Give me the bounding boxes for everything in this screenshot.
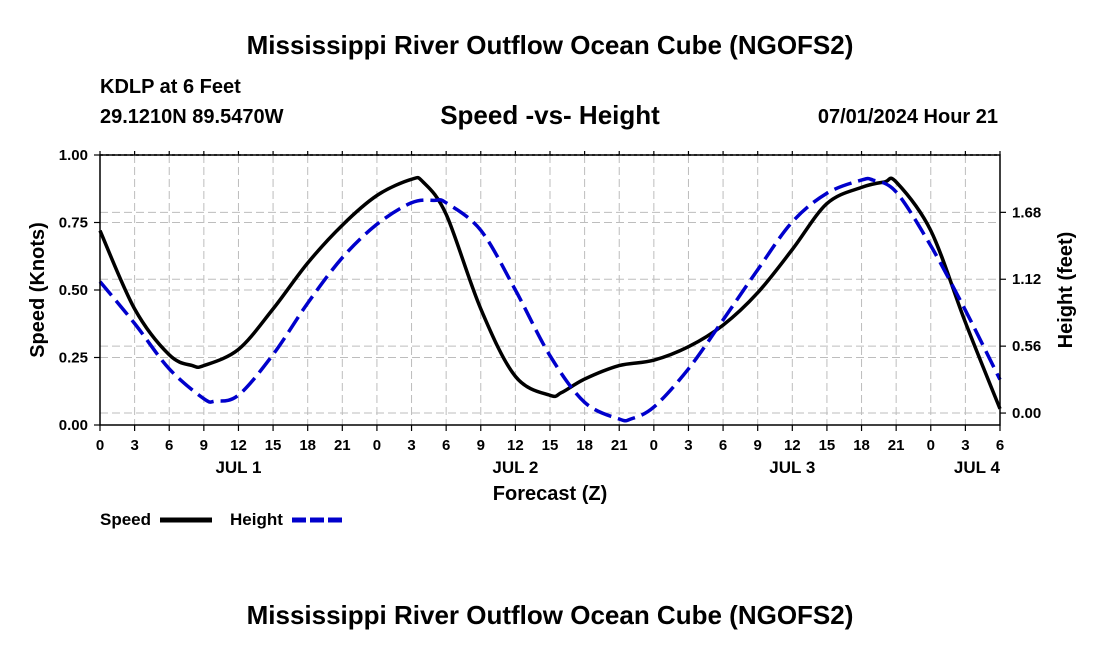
y-tick-label: 1.00 xyxy=(59,147,88,164)
x-tick-label: 15 xyxy=(542,437,559,454)
x-tick-label: 0 xyxy=(650,437,658,454)
series xyxy=(98,175,1002,423)
legend-label-height: Height xyxy=(230,510,283,529)
x-date-label: JUL 1 xyxy=(215,458,261,477)
x-tick-label: 21 xyxy=(334,437,351,454)
x-date-label: JUL 2 xyxy=(492,458,538,477)
y-tick-label: 0.00 xyxy=(59,417,88,434)
y2-tick-label: 0.56 xyxy=(1012,338,1041,355)
x-tick-label: 0 xyxy=(927,437,935,454)
x-tick-label: 12 xyxy=(784,437,801,454)
y-tick-label: 0.25 xyxy=(59,350,88,367)
axes: 0 3 6 9 12 15 18 21 0 3 6 9 12 15 18 21 0 3 6 9 12 15 18 21 0 3 6 J… xyxy=(59,147,1041,477)
x-tick-label: 3 xyxy=(961,437,969,454)
x-tick-label: 3 xyxy=(684,437,692,454)
station-label: KDLP at 6 Feet xyxy=(100,76,241,98)
x-tick-label: 12 xyxy=(230,437,247,454)
x-date-label: JUL 4 xyxy=(954,458,1001,477)
station-coordinates: 29.1210N 89.5470W xyxy=(100,106,284,128)
x-tick-label: 3 xyxy=(407,437,415,454)
x-tick-label: 6 xyxy=(165,437,173,454)
y-tick-label: 0.50 xyxy=(59,282,88,299)
x-axis-title: Forecast (Z) xyxy=(493,483,607,505)
y2-tick-label: 0.00 xyxy=(1012,405,1041,422)
x-date-label: JUL 3 xyxy=(769,458,815,477)
y-axis-title: Speed (Knots) xyxy=(27,222,49,358)
x-tick-label: 0 xyxy=(96,437,104,454)
x-tick-label: 6 xyxy=(442,437,450,454)
x-tick-label: 0 xyxy=(373,437,381,454)
x-tick-label: 18 xyxy=(576,437,593,454)
forecast-datetime: 07/01/2024 Hour 21 xyxy=(817,106,998,128)
series-line-speed xyxy=(98,175,1002,410)
x-tick-label: 12 xyxy=(507,437,524,454)
legend: Speed Height xyxy=(100,510,342,529)
chart-subtitle: Speed -vs- Height xyxy=(440,100,660,130)
y2-tick-label: 1.12 xyxy=(1012,271,1041,288)
x-tick-label: 9 xyxy=(754,437,762,454)
legend-label-speed: Speed xyxy=(100,510,151,529)
y2-axis-title: Height (feet) xyxy=(1055,232,1077,349)
x-tick-label: 18 xyxy=(853,437,870,454)
x-tick-label: 21 xyxy=(888,437,905,454)
x-tick-label: 15 xyxy=(265,437,282,454)
x-tick-label: 15 xyxy=(819,437,836,454)
chart-main-title: Mississippi River Outflow Ocean Cube (NG… xyxy=(246,30,854,60)
footer-title: Mississippi River Outflow Ocean Cube (NG… xyxy=(246,600,854,630)
x-tick-label: 18 xyxy=(299,437,316,454)
x-tick-label: 9 xyxy=(477,437,485,454)
x-tick-label: 6 xyxy=(719,437,727,454)
series-line-height xyxy=(98,176,1002,423)
y-tick-label: 0.75 xyxy=(59,215,88,232)
x-tick-label: 21 xyxy=(611,437,628,454)
x-tick-label: 9 xyxy=(200,437,208,454)
x-tick-label: 3 xyxy=(130,437,138,454)
grid xyxy=(100,155,1000,425)
y2-tick-label: 1.68 xyxy=(1012,204,1041,221)
x-tick-label: 6 xyxy=(996,437,1004,454)
